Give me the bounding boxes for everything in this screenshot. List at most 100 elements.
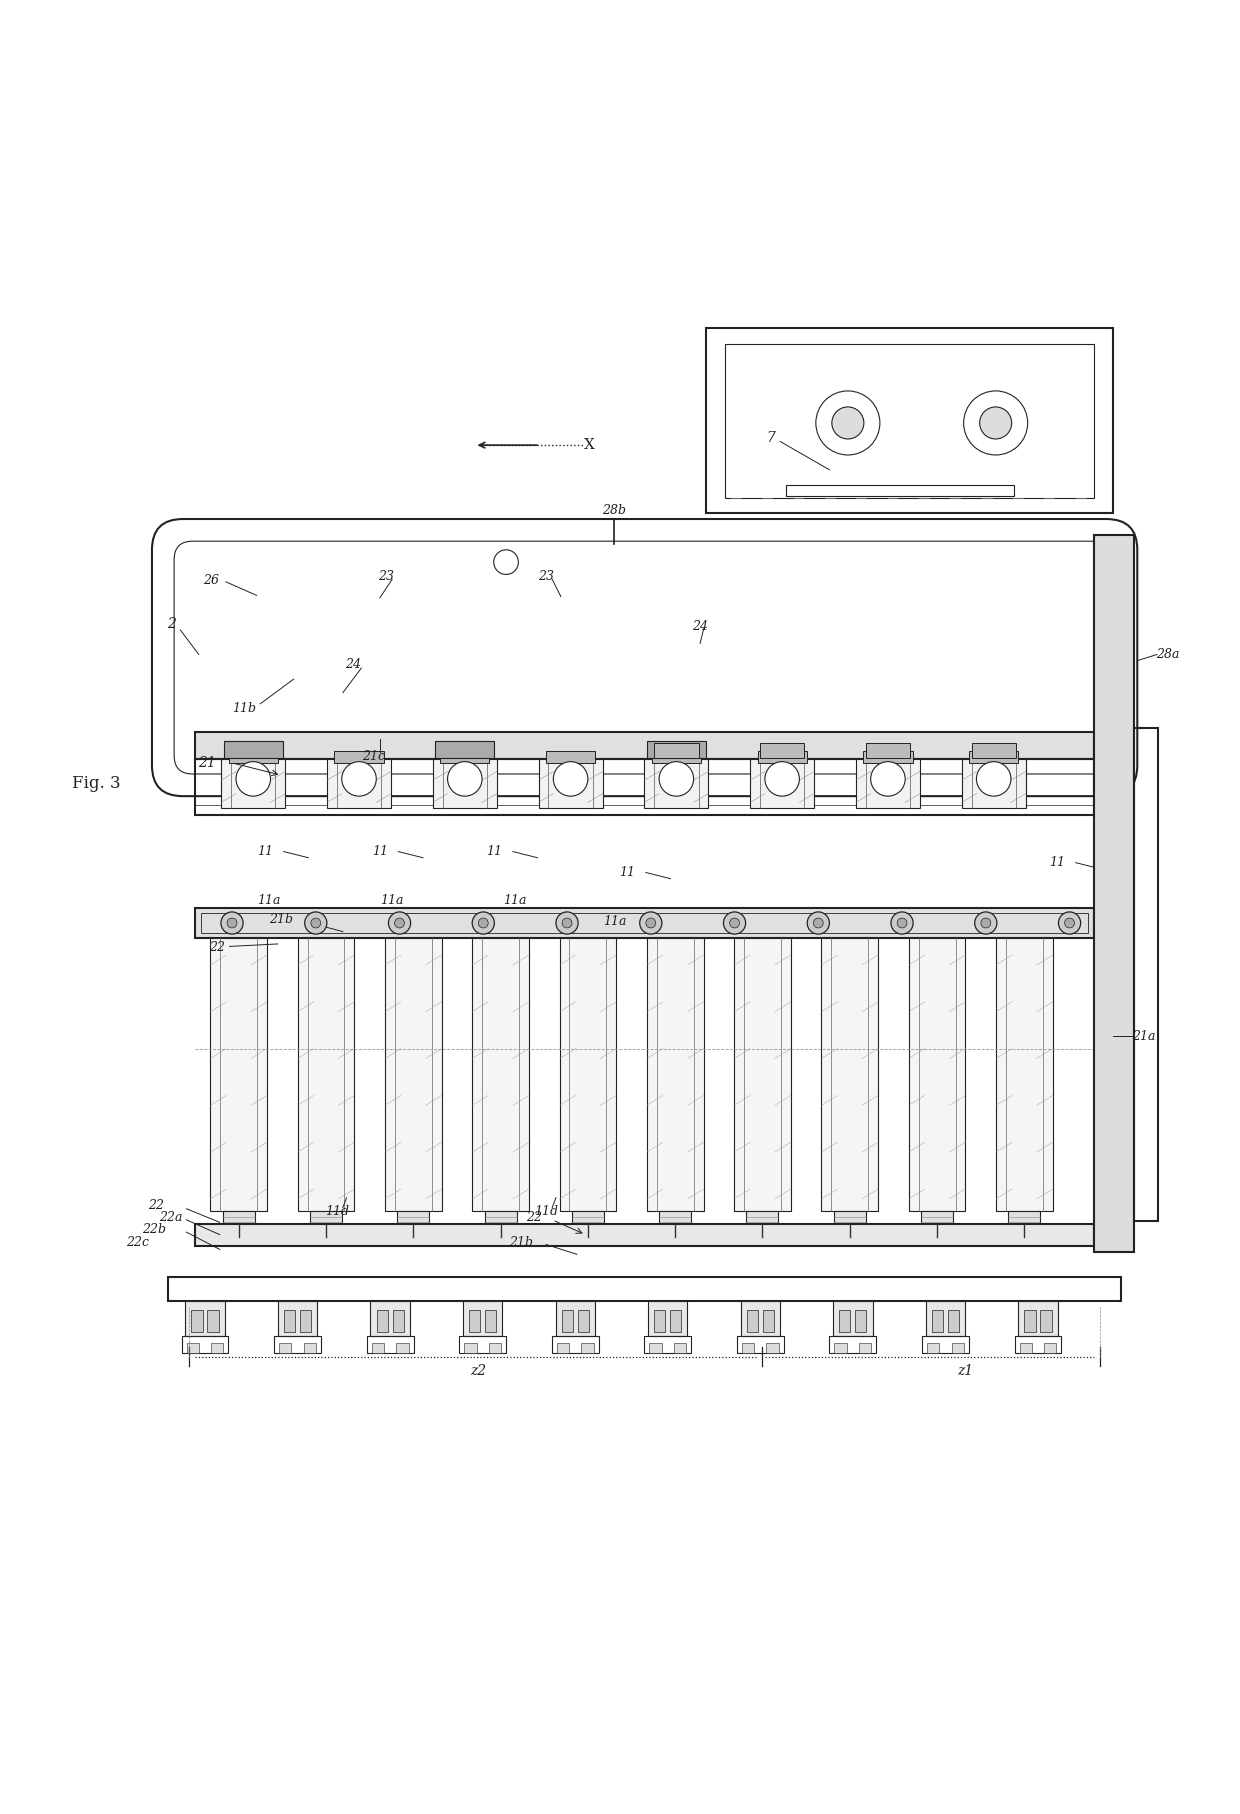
Bar (1094, 535, 1133, 1252)
Circle shape (342, 762, 376, 796)
Bar (830, 1335, 877, 1353)
Bar (921, 1212, 954, 1239)
Bar (185, 1301, 224, 1335)
Bar (645, 1335, 691, 1353)
Circle shape (472, 912, 495, 934)
Bar (562, 1310, 573, 1331)
Text: 22c: 22c (125, 1235, 149, 1248)
Circle shape (976, 762, 1011, 796)
Bar (649, 1301, 687, 1335)
Circle shape (765, 762, 800, 796)
Bar (310, 1212, 342, 1239)
Text: 11: 11 (372, 845, 388, 858)
Circle shape (723, 912, 745, 934)
Text: 11: 11 (486, 845, 502, 858)
Bar (582, 1342, 594, 1353)
Bar (557, 1342, 569, 1353)
Text: 2: 2 (167, 617, 176, 631)
Circle shape (660, 762, 693, 796)
Bar (572, 1212, 604, 1239)
Bar (766, 1342, 779, 1353)
Bar (221, 760, 285, 809)
Text: 21: 21 (198, 756, 216, 769)
Bar (1024, 1310, 1035, 1331)
Bar (463, 1301, 502, 1335)
Text: 28a: 28a (1157, 648, 1179, 660)
Bar (469, 1310, 480, 1331)
Bar (393, 1310, 404, 1331)
Bar (928, 1342, 939, 1353)
Bar (207, 1310, 218, 1331)
Circle shape (870, 762, 905, 796)
Bar (211, 938, 267, 1212)
Bar (1133, 729, 1158, 1221)
Bar (645, 760, 708, 809)
Bar (1096, 686, 1131, 1239)
Bar (1018, 1301, 1058, 1335)
Bar (397, 1342, 409, 1353)
Text: 26: 26 (203, 573, 219, 588)
Text: 22: 22 (210, 941, 226, 954)
Bar (298, 938, 355, 1212)
Bar (971, 744, 1016, 758)
Bar (440, 751, 490, 764)
Bar (671, 1310, 681, 1331)
Bar (947, 1310, 959, 1331)
Bar (786, 484, 1014, 495)
Bar (833, 1301, 873, 1335)
Bar (367, 1335, 413, 1353)
Bar (909, 938, 966, 1212)
Bar (397, 1212, 429, 1239)
Bar (740, 1301, 780, 1335)
Bar (1040, 1310, 1052, 1331)
Text: 21b: 21b (510, 1235, 533, 1248)
Bar (650, 1342, 662, 1353)
Bar (546, 751, 595, 764)
Bar (750, 760, 815, 809)
Bar (485, 1310, 496, 1331)
Circle shape (448, 762, 482, 796)
Bar (951, 1342, 963, 1353)
Bar (962, 760, 1025, 809)
Bar (538, 760, 603, 809)
Bar (737, 1335, 784, 1353)
Text: 22b: 22b (143, 1223, 166, 1235)
Bar (660, 1212, 691, 1239)
Bar (195, 733, 1094, 760)
Bar (371, 1301, 409, 1335)
Bar (274, 1335, 321, 1353)
Bar (996, 938, 1053, 1212)
Text: 22a: 22a (159, 1212, 182, 1224)
Bar (464, 1342, 476, 1353)
Circle shape (227, 918, 237, 929)
Bar (211, 1342, 223, 1353)
Text: z2: z2 (470, 1364, 486, 1379)
Bar (742, 1342, 754, 1353)
Circle shape (1065, 918, 1075, 929)
Bar (926, 1301, 965, 1335)
Bar (195, 760, 1094, 814)
Circle shape (640, 912, 662, 934)
Text: 7: 7 (766, 430, 775, 444)
Bar (485, 1212, 517, 1239)
Bar (746, 1310, 758, 1331)
Circle shape (562, 918, 572, 929)
Bar (932, 1310, 942, 1331)
Text: z1: z1 (957, 1364, 973, 1379)
Bar (763, 1310, 774, 1331)
Bar (856, 1310, 867, 1331)
Bar (327, 760, 391, 809)
Bar (279, 1342, 291, 1353)
Circle shape (729, 918, 739, 929)
Bar (377, 1310, 388, 1331)
Bar (300, 1310, 311, 1331)
Text: 11: 11 (620, 865, 635, 880)
Text: 11d: 11d (534, 1204, 558, 1217)
Circle shape (892, 912, 913, 934)
Text: 11a: 11a (381, 894, 404, 907)
Text: 23: 23 (378, 570, 394, 584)
Bar (923, 1335, 968, 1353)
Text: 11b: 11b (232, 702, 257, 715)
Bar (167, 1277, 1121, 1301)
Bar (284, 1310, 295, 1331)
